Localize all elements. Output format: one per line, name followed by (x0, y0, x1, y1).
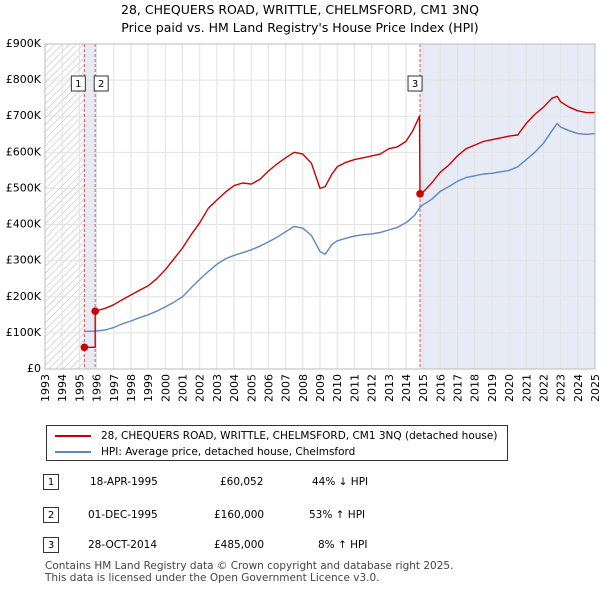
chart-title-line2: Price paid vs. HM Land Registry's House … (121, 20, 479, 35)
x-tick-label-2021: 2021 (520, 374, 533, 402)
x-tick-label-2020: 2020 (503, 374, 516, 402)
chart-badge-label-2: 2 (98, 79, 104, 90)
shaded-region-3 (420, 44, 595, 369)
x-tick-label-2012: 2012 (366, 374, 379, 402)
legend-swatch-hpi (55, 451, 91, 453)
y-tick-label-5: £500K (6, 181, 42, 194)
x-tick-label-1993: 1993 (39, 374, 52, 402)
x-tick-label-1997: 1997 (108, 374, 121, 402)
sale-hpi-1: 44% ↓ HPI (312, 476, 369, 488)
y-tick-label-8: £800K (6, 73, 42, 86)
y-tick-label-0: £0 (27, 362, 41, 375)
y-tick-label-2: £200K (6, 290, 42, 303)
x-tick-label-2002: 2002 (194, 374, 207, 402)
sale-date-2: 01-DEC-1995 (88, 509, 158, 521)
sale-date-3: 28-OCT-2014 (88, 539, 157, 551)
chart-badge-2 (93, 75, 109, 92)
sale-row-3: 3 28-OCT-2014 £485,000 8% ↑ HPI (0, 537, 600, 557)
x-tick-label-1999: 1999 (142, 374, 155, 402)
y-tick-label-3: £300K (6, 254, 42, 267)
sale-marker-2 (91, 307, 99, 316)
legend-swatch-property (55, 435, 91, 437)
series-property-line (84, 95, 595, 348)
series-hpi-line (84, 122, 596, 333)
x-tick-label-2025: 2025 (589, 374, 600, 402)
legend-item-hpi: HPI: Average price, detached house, Chel… (55, 445, 355, 459)
y-tick-label-6: £600K (6, 145, 42, 158)
sale-badge-3: 3 (43, 537, 59, 553)
shaded-region-1 (45, 44, 85, 369)
x-tick-label-2016: 2016 (434, 374, 447, 402)
sale-hpi-3: 8% ↑ HPI (318, 539, 368, 551)
x-tick-label-2008: 2008 (297, 374, 310, 402)
x-tick-label-2006: 2006 (262, 374, 275, 402)
sale-marker-1 (80, 343, 89, 352)
x-tick-label-2001: 2001 (177, 374, 190, 402)
plot-frame (44, 43, 596, 370)
legend-label-hpi: HPI: Average price, detached house, Chel… (101, 446, 356, 458)
sale-hpi-2: 53% ↑ HPI (309, 509, 366, 521)
sale-badge-1: 1 (43, 474, 59, 490)
x-tick-label-2014: 2014 (400, 374, 413, 402)
sale-price-2: £160,000 (214, 509, 265, 521)
chart-badge-3 (407, 75, 423, 92)
x-tick-label-2013: 2013 (383, 374, 396, 402)
x-tick-label-2011: 2011 (348, 374, 361, 402)
x-tick-label-1994: 1994 (56, 374, 69, 402)
x-tick-label-2022: 2022 (537, 374, 550, 402)
footer-copyright: Contains HM Land Registry data © Crown c… (45, 560, 454, 572)
x-tick-label-2024: 2024 (572, 374, 585, 402)
sale-marker-3 (416, 190, 424, 198)
footer-licence: This data is licensed under the Open Gov… (45, 572, 380, 584)
x-tick-label-1998: 1998 (125, 374, 138, 402)
price-chart: 1993 1994 1995 1996 1997 1998 1999 2000 2001 2002… (6, 37, 600, 402)
x-tick-label-2015: 2015 (417, 374, 430, 402)
legend-item-property: 28, CHEQUERS ROAD, WRITTLE, CHELMSFORD, … (55, 429, 497, 443)
y-tick-label-7: £700K (6, 109, 42, 122)
x-tick-label-2003: 2003 (211, 374, 224, 402)
chart-badge-1 (70, 75, 86, 92)
x-tick-label-2017: 2017 (452, 374, 465, 402)
sale-row-1: 1 18-APR-1995 £60,052 44% ↓ HPI (0, 474, 600, 494)
x-tick-label-2007: 2007 (280, 374, 293, 402)
chart-badge-label-1: 1 (75, 79, 81, 90)
x-tick-label-1995: 1995 (73, 374, 86, 402)
chart-title-line1: 28, CHEQUERS ROAD, WRITTLE, CHELMSFORD, … (121, 2, 479, 17)
sale-date-1: 18-APR-1995 (90, 476, 158, 488)
x-tick-label-2018: 2018 (469, 374, 482, 402)
x-tick-label-2023: 2023 (555, 374, 568, 402)
y-tick-label-1: £100K (6, 326, 42, 339)
sale-row-2: 2 01-DEC-1995 £160,000 53% ↑ HPI (0, 507, 600, 527)
x-tick-label-2010: 2010 (331, 374, 344, 402)
sale-badge-2: 2 (43, 507, 59, 523)
x-tick-label-1996: 1996 (91, 374, 104, 402)
x-tick-label-2000: 2000 (159, 374, 172, 402)
y-tick-label-9: £900K (6, 37, 42, 50)
y-tick-label-4: £400K (6, 218, 42, 231)
x-tick-label-2005: 2005 (245, 374, 258, 402)
shaded-region-2 (84, 44, 96, 369)
sale-price-1: £60,052 (220, 476, 264, 488)
chart-legend: 28, CHEQUERS ROAD, WRITTLE, CHELMSFORD, … (46, 425, 508, 461)
x-tick-label-2019: 2019 (486, 374, 499, 402)
chart-badge-label-3: 3 (412, 79, 418, 90)
legend-label-property: 28, CHEQUERS ROAD, WRITTLE, CHELMSFORD, … (101, 430, 498, 442)
sale-price-3: £485,000 (214, 539, 265, 551)
x-tick-label-2009: 2009 (314, 374, 327, 402)
x-tick-label-2004: 2004 (228, 374, 241, 402)
